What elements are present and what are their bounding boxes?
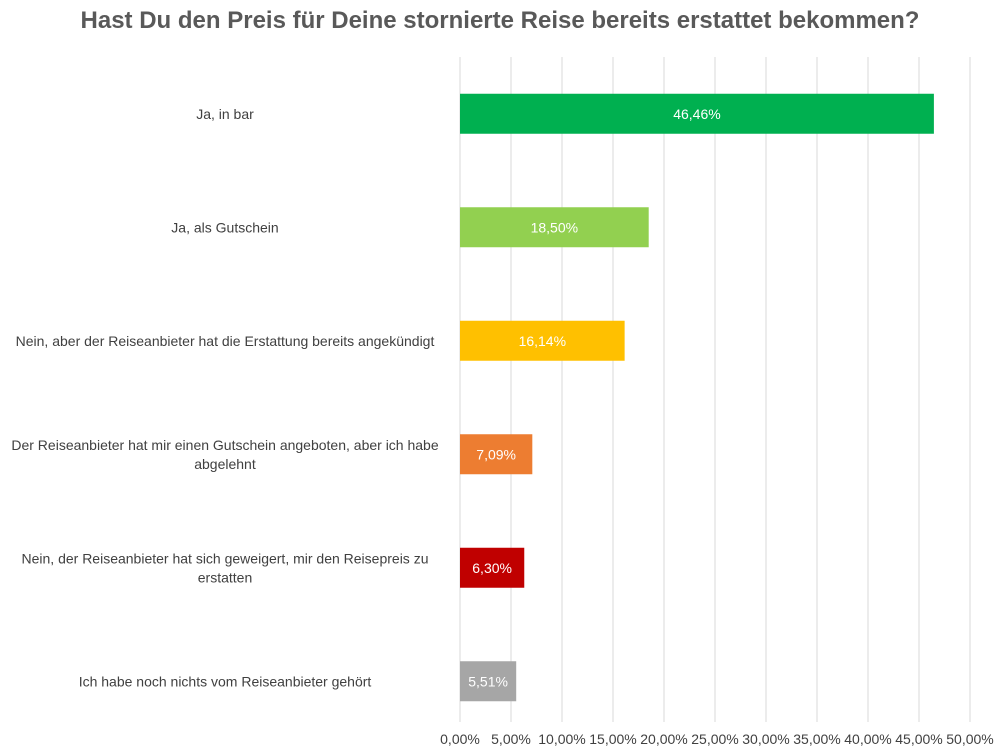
x-tick-label: 40,00% [844, 731, 891, 747]
chart-title: Hast Du den Preis für Deine stornierte R… [81, 7, 920, 34]
x-tick-label: 15,00% [589, 731, 636, 747]
data-label: 16,14% [519, 333, 566, 349]
bar [460, 434, 533, 475]
bar [460, 661, 517, 702]
x-tick-label: 5,00% [491, 731, 531, 747]
x-tick-label: 30,00% [742, 731, 789, 747]
data-label: 5,51% [468, 673, 508, 689]
x-tick-label: 35,00% [793, 731, 840, 747]
category-label: Ich habe noch nichts vom Reiseanbieter g… [79, 673, 372, 689]
category-label: Ja, als Gutschein [171, 219, 278, 235]
bar [460, 207, 649, 248]
data-label: 46,46% [673, 106, 720, 122]
category-labels: Ja, in bar Ja, als Gutschein Nein, aber de… [11, 106, 438, 690]
bar [460, 93, 934, 134]
x-tick-label: 20,00% [640, 731, 687, 747]
data-label: 7,09% [476, 446, 516, 462]
gridlines [459, 57, 971, 722]
bars: 46,46% 18,50% 16,14% 7,09% 6,30% 5,51% [460, 93, 934, 702]
data-label: 18,50% [531, 219, 578, 235]
bar [460, 320, 625, 361]
category-label: Nein, aber der Reiseanbieter hat die Ers… [16, 333, 435, 349]
category-label: Nein, der Reiseanbieter hat sich geweige… [22, 550, 429, 566]
category-label: Ja, in bar [196, 106, 254, 122]
x-axis-tick-labels: 0,00% 5,00% 10,00% 15,00% 20,00% 25,00% 30,00%… [440, 731, 994, 747]
category-label: erstatten [198, 569, 252, 585]
x-tick-label: 45,00% [895, 731, 942, 747]
x-tick-label: 10,00% [538, 731, 585, 747]
x-tick-label: 25,00% [691, 731, 738, 747]
category-label: abgelehnt [194, 456, 256, 472]
x-tick-label: 50,00% [946, 731, 993, 747]
category-label: Der Reiseanbieter hat mir einen Gutschei… [11, 437, 438, 453]
x-tick-label: 0,00% [440, 731, 480, 747]
bar [460, 547, 525, 588]
data-label: 6,30% [472, 560, 512, 576]
